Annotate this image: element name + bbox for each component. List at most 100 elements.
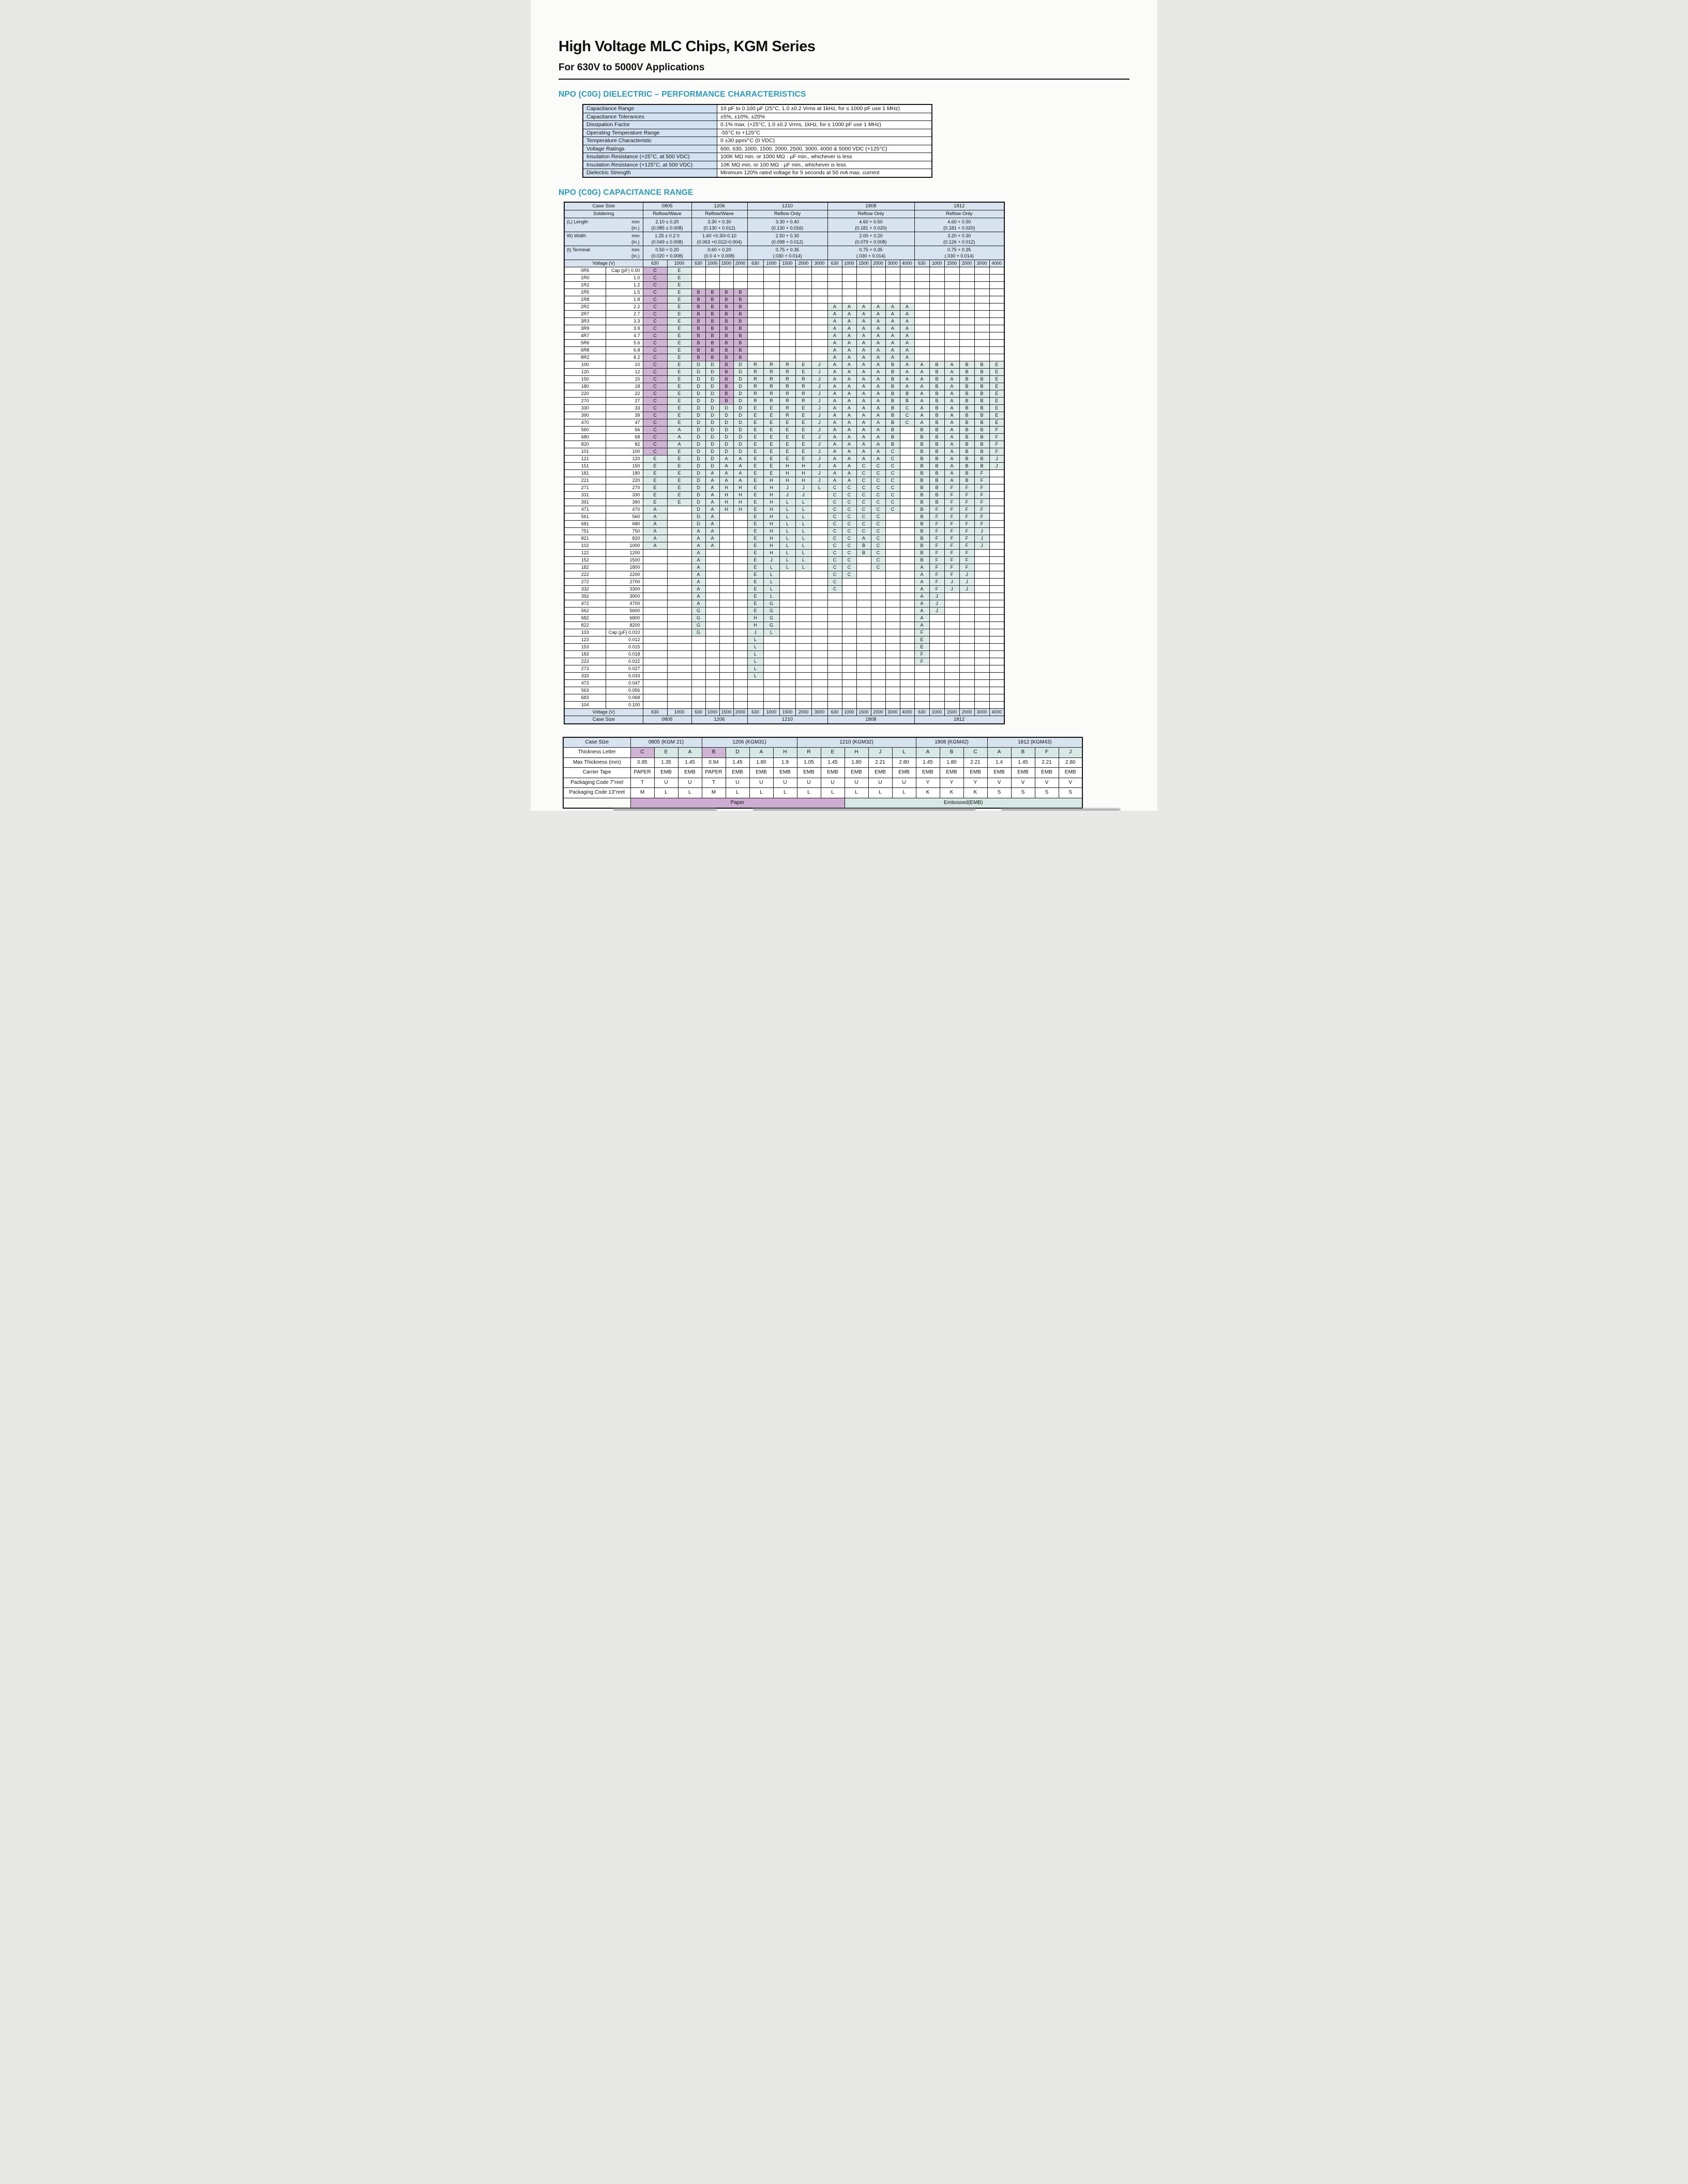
- matrix-cell: [856, 657, 871, 665]
- matrix-cell: E: [763, 469, 780, 477]
- matrix-cell: B: [929, 404, 945, 412]
- matrix-cell: [733, 578, 748, 586]
- matrix-cell: [885, 650, 900, 658]
- unit-in: (in.): [631, 239, 640, 245]
- cap-code: 103: [564, 628, 606, 636]
- matrix-cell: [811, 672, 828, 680]
- matrix-cell: A: [705, 469, 720, 477]
- matrix-cell: [929, 701, 945, 709]
- section-heading-performance: NPO (C0G) DIELECTRIC – PERFORMANCE CHARA…: [559, 90, 806, 99]
- matrix-cell: B: [691, 339, 706, 347]
- matrix-cell: C: [841, 563, 857, 571]
- pack-tape-cell: EMB: [963, 767, 988, 778]
- matrix-cell: E: [795, 440, 812, 448]
- matrix-cell: A: [914, 614, 930, 622]
- perf-label: Dissipation Factor: [582, 120, 717, 129]
- perf-row: Voltage Ratings 600, 630, 1000, 1500, 200…: [582, 144, 932, 153]
- perf-label: Voltage Ratings: [582, 144, 717, 153]
- pack-letters-cell: B: [939, 747, 964, 758]
- pack-tape-cell: EMB: [749, 767, 774, 778]
- matrix-cell: L: [779, 520, 796, 528]
- matrix-cell: H: [733, 505, 748, 513]
- pack-letters-cell: A: [749, 747, 774, 758]
- matrix-cell: [959, 650, 975, 658]
- matrix-row: 471 470 A D A H H E H L L C C C C C B F F F F: [564, 505, 1005, 513]
- matrix-cell: [763, 324, 780, 332]
- pack-row: Thickness Letter C E A B D A H R E H J L A B C A B F J: [563, 747, 1083, 758]
- matrix-cell: B: [959, 426, 975, 434]
- matrix-cell: [899, 498, 915, 506]
- matrix-cell: L: [779, 505, 796, 513]
- matrix-cell: [989, 621, 1005, 629]
- matrix-cell: B: [885, 360, 900, 369]
- matrix-cell: A: [870, 397, 886, 405]
- matrix-cell: [779, 701, 796, 709]
- matrix-cell: [974, 266, 990, 275]
- matrix-cell: [959, 353, 975, 361]
- matrix-cell: B: [691, 353, 706, 361]
- matrix-cell: F: [989, 426, 1005, 434]
- matrix-cell: A: [856, 433, 871, 441]
- matrix-cell: R: [795, 375, 812, 383]
- matrix-cell: [899, 686, 915, 694]
- matrix-cell: [944, 302, 960, 311]
- cap-value: 100: [605, 447, 643, 456]
- matrix-cell: C: [642, 440, 668, 448]
- matrix-cell: E: [779, 440, 796, 448]
- matrix-cell: H: [779, 476, 796, 484]
- pack-thickness-cell: 1.80: [939, 757, 964, 768]
- matrix-cell: A: [856, 426, 871, 434]
- matrix-cell: [959, 672, 975, 680]
- matrix-cell: [885, 614, 900, 622]
- matrix-cell: F: [959, 541, 975, 550]
- matrix-row: 101 100 C E D D D D E E E E J A A A A C B B A B B F: [564, 447, 1005, 456]
- matrix-cell: H: [779, 462, 796, 470]
- matrix-cell: R: [795, 389, 812, 398]
- cap-value: 0.027: [605, 664, 643, 673]
- pack-tape-cell: EMB: [892, 767, 916, 778]
- matrix-cell: C: [642, 382, 668, 390]
- matrix-cell: [827, 295, 842, 304]
- matrix-cell: [856, 274, 871, 282]
- voltage-value: 3000: [974, 259, 990, 267]
- matrix-cell: C: [642, 281, 668, 289]
- matrix-cell: [944, 599, 960, 608]
- matrix-cell: [667, 679, 692, 687]
- matrix-cell: B: [856, 549, 871, 557]
- matrix-cell: J: [811, 433, 828, 441]
- matrix-cell: [811, 310, 828, 318]
- matrix-cell: A: [827, 426, 842, 434]
- matrix-cell: C: [870, 491, 886, 499]
- perf-row: Temperature Characteristic 0 ±30 ppm/°C (…: [582, 136, 932, 145]
- matrix-row: 182 1800 A E L L L C C C A F F F: [564, 563, 1005, 571]
- matrix-cell: D: [691, 426, 706, 434]
- matrix-cell: [870, 599, 886, 608]
- matrix-cell: D: [705, 375, 720, 383]
- cap-code: 1R0: [564, 274, 606, 282]
- case-size-footer-row-value: 1808: [827, 715, 915, 724]
- matrix-cell: [779, 585, 796, 593]
- matrix-cell: [779, 650, 796, 658]
- matrix-cell: C: [827, 512, 842, 521]
- matrix-cell: [642, 599, 668, 608]
- matrix-cell: [827, 635, 842, 644]
- matrix-cell: [899, 541, 915, 550]
- matrix-cell: A: [914, 578, 930, 586]
- matrix-cell: F: [959, 483, 975, 492]
- pack-row-label: Packaging Code 7"reel: [563, 777, 631, 788]
- matrix-cell: B: [929, 483, 945, 492]
- matrix-cell: A: [841, 454, 857, 463]
- pack-thickness-cell: 2.21: [963, 757, 988, 768]
- matrix-cell: B: [914, 454, 930, 463]
- matrix-cell: D: [705, 447, 720, 456]
- matrix-cell: [747, 288, 764, 296]
- pack-tape-cell: EMB: [654, 767, 679, 778]
- matrix-cell: E: [642, 491, 668, 499]
- matrix-cell: A: [944, 397, 960, 405]
- matrix-cell: A: [899, 339, 915, 347]
- matrix-cell: R: [779, 375, 796, 383]
- matrix-cell: E: [747, 426, 764, 434]
- matrix-cell: C: [827, 549, 842, 557]
- matrix-cell: A: [691, 599, 706, 608]
- matrix-cell: C: [642, 426, 668, 434]
